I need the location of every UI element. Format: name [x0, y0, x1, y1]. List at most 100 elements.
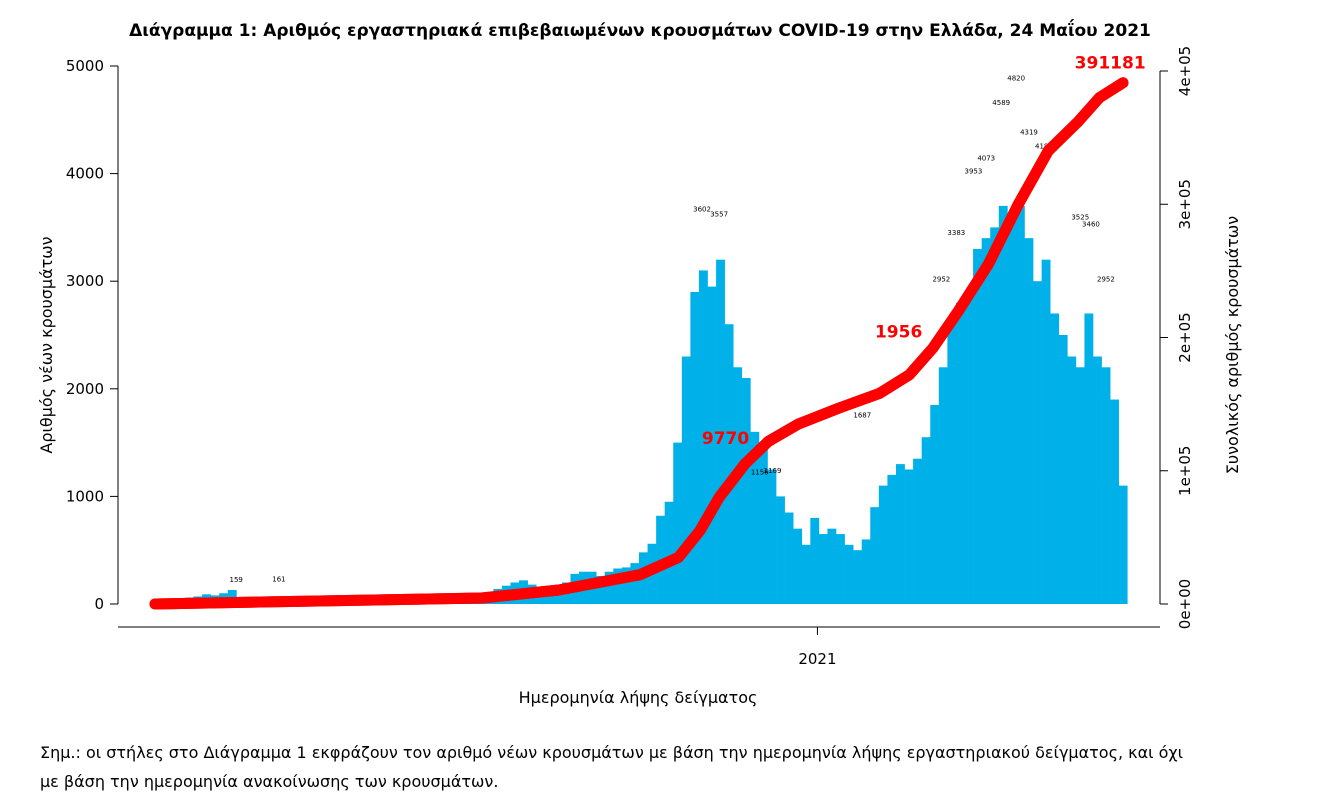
chart-title: Διάγραμμα 1: Αριθμός εργαστηριακά επιβεβ… [129, 18, 1151, 41]
bar [1067, 356, 1077, 604]
bar [1024, 238, 1034, 604]
bar-value-label: 2952 [1097, 275, 1115, 283]
bar [1110, 399, 1120, 604]
bar-value-label: 3525 [1071, 214, 1089, 222]
bar [801, 544, 811, 604]
bar [895, 464, 905, 604]
bar-value-label: 1169 [764, 467, 782, 475]
bar [724, 324, 734, 604]
y-tick-label: 0 [94, 595, 104, 613]
bar [604, 571, 614, 604]
x-axis-label: Ημερομηνία λήψης δείγματος [519, 688, 758, 707]
x-tick-label: 2021 [798, 650, 836, 668]
y-tick-label: 1000 [66, 487, 104, 505]
bar [964, 291, 974, 604]
bar [793, 528, 803, 604]
bar [784, 512, 794, 604]
y-right-tick-label: 1e+05 [1176, 446, 1194, 496]
bars [150, 205, 1128, 605]
bar [1101, 367, 1111, 604]
bar [1007, 216, 1017, 604]
bar [1015, 205, 1025, 604]
bar [750, 431, 760, 604]
bar [553, 587, 563, 604]
bar [827, 528, 837, 604]
bar [690, 291, 700, 604]
chart: Διάγραμμα 1: Αριθμός εργαστηριακά επιβεβ… [37, 18, 1242, 707]
cumulative-value-label: 9770 [702, 429, 749, 449]
bar [981, 238, 991, 604]
bar [741, 378, 751, 604]
bar [776, 496, 785, 604]
bar [836, 534, 845, 604]
y-axis-right-label: Συνολικός αριθμός κρουσμάτων [1223, 216, 1242, 475]
bar [630, 563, 640, 604]
cumulative-cases-line-overlay [149, 77, 1129, 610]
axes: 0 1000 2000 3000 4000 5000 2021 0e+00 1e+05 2e+05… [66, 46, 1194, 668]
bar [698, 270, 708, 604]
bar [767, 469, 777, 604]
y-axis-label: Αριθμός νέων κρουσμάτων [37, 236, 56, 453]
y-tick-label: 2000 [66, 380, 104, 398]
bar [990, 227, 1000, 604]
bar [1041, 259, 1051, 604]
cumulative-value-label: 391181 [1075, 53, 1146, 73]
bar [930, 404, 940, 604]
bar [810, 517, 820, 604]
bar [844, 544, 854, 604]
bar-value-label: 1687 [853, 411, 871, 419]
bar-value-label: 1156 [751, 469, 769, 477]
line-labels: 9770 1956 391181 [149, 53, 1146, 610]
bar [1075, 367, 1085, 604]
bar-value-label: 4073 [977, 155, 995, 163]
bar [758, 442, 768, 604]
bar [853, 550, 863, 604]
bar-value-label: 3557 [710, 210, 728, 218]
y-right-tick-label: 3e+05 [1176, 179, 1194, 229]
bar [913, 458, 922, 604]
bar [998, 205, 1008, 604]
bar [544, 591, 554, 604]
y-right-tick-label: 4e+05 [1176, 46, 1194, 96]
bar [664, 501, 674, 604]
bar-value-label: 161 [272, 576, 285, 584]
bar [673, 442, 683, 604]
bar-value-label: 4188 [1035, 142, 1053, 150]
bar [1093, 356, 1102, 604]
bar [947, 324, 957, 604]
bar-value-label: 4589 [992, 99, 1010, 107]
bar [707, 286, 717, 604]
bar [1084, 313, 1094, 604]
bar-value-label: 159 [230, 576, 243, 584]
bar [1058, 335, 1068, 604]
y-tick-label: 5000 [66, 57, 104, 75]
bar-value-label: 3460 [1082, 221, 1100, 229]
bar [870, 507, 880, 604]
bar-value-label: 3953 [965, 168, 983, 176]
cumulative-value-label: 1956 [875, 323, 922, 343]
bar [973, 248, 982, 605]
bar [596, 576, 606, 604]
bar [955, 302, 965, 604]
bar [938, 367, 948, 604]
bar-value-label: 3383 [947, 229, 965, 237]
y-right-tick-label: 2e+05 [1176, 312, 1194, 362]
footnote-line-1: Σημ.: οι στήλες στο Διάγραμμα 1 εκφράζου… [40, 743, 1184, 762]
bar [621, 567, 631, 604]
bar [227, 590, 237, 604]
bar [1050, 313, 1060, 604]
footnote-line-2: με βάση την ημερομηνία ανακοίνωσης των κ… [40, 772, 499, 791]
y-tick-label: 3000 [66, 272, 104, 290]
bar-value-label: 3602 [693, 205, 711, 213]
bar [1033, 281, 1042, 604]
bar [733, 367, 743, 604]
y-right-tick-label: 0e+00 [1176, 579, 1194, 629]
bar [613, 568, 623, 604]
bar-value-label: 2952 [932, 275, 950, 283]
bar [904, 469, 914, 604]
y-tick-label: 4000 [66, 165, 104, 183]
footnote: Σημ.: οι στήλες στο Διάγραμμα 1 εκφράζου… [40, 738, 1320, 796]
bar-value-label: 4319 [1020, 128, 1038, 136]
bar [1118, 485, 1128, 604]
